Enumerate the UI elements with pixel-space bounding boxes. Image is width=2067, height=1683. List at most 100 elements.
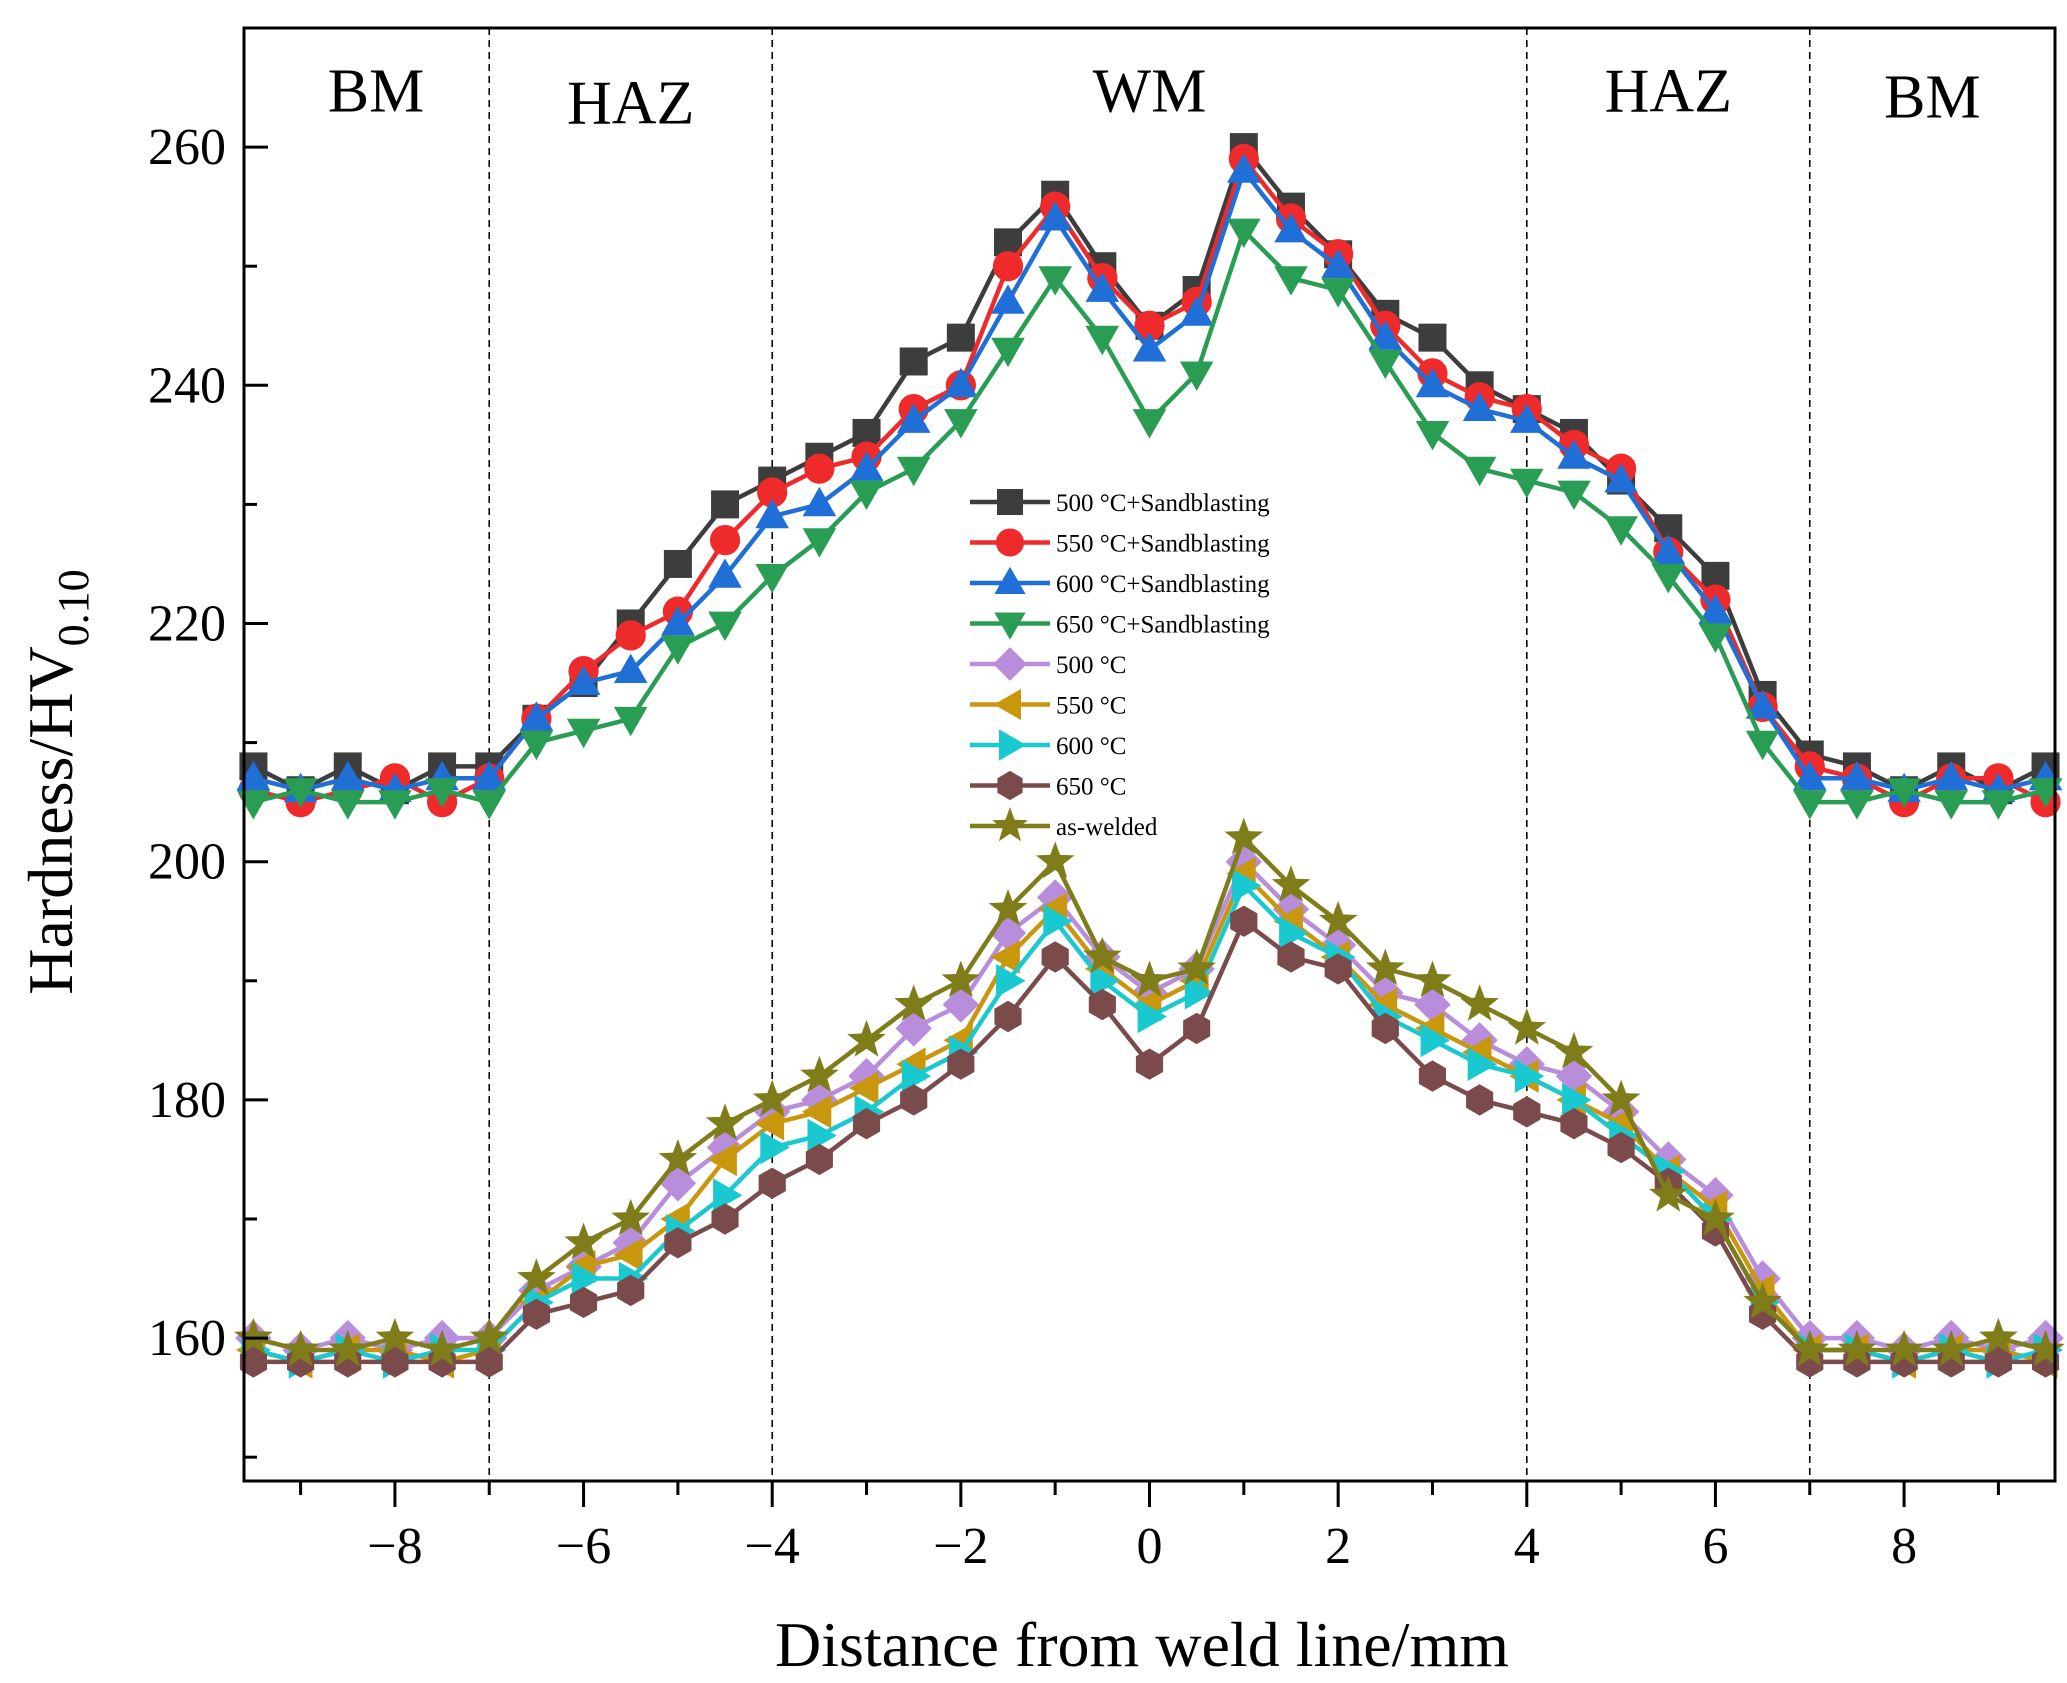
legend-marker [993,688,1021,721]
data-point [522,1298,550,1330]
data-point [1132,409,1167,439]
data-point [472,760,506,791]
data-point [942,986,980,1023]
data-point [1274,213,1308,243]
data-point [1179,361,1214,391]
data-point [1557,480,1591,510]
y-tick-label: 160 [148,1310,226,1367]
data-point [1272,891,1310,928]
data-point [707,1142,737,1177]
data-point [1604,516,1638,546]
data-point [705,1103,745,1141]
data-point [1840,760,1874,791]
data-point [1088,988,1116,1021]
data-point [1840,790,1874,820]
legend-marker [994,566,1026,594]
data-point [1137,999,1167,1034]
data-point [613,653,648,683]
data-point [1225,843,1262,880]
series-triangle-up [236,153,2063,803]
data-point [1601,1079,1641,1117]
data-point [941,960,981,998]
legend-label: as-welded [1056,814,1158,841]
data-point [895,1010,932,1047]
data-point [901,1059,932,1093]
data-point [1514,1059,1545,1093]
data-point [1415,367,1450,398]
series-triangle-down [236,218,2063,820]
data-point [1884,1329,1924,1367]
data-point [1043,904,1073,938]
data-point [1696,1198,1735,1236]
data-point [1651,534,1686,564]
data-point [849,480,884,510]
legend-item: 500 °C+Sandblasting [970,489,1270,517]
data-point [283,778,318,808]
zone-label: HAZ [567,69,694,137]
data-point [1934,790,1968,820]
data-point [1649,1174,1688,1212]
y-tick-label: 240 [148,357,226,414]
data-point [378,790,412,820]
y-axis: 160 180 200 220 240 260 [148,26,268,1459]
data-point [711,490,740,519]
data-point [804,453,835,484]
data-point [989,914,1027,952]
data-point [711,1203,739,1235]
legend-marker [993,647,1027,681]
data-point [566,718,601,749]
legend-item: 600 °C [970,729,1126,761]
data-point [613,1237,643,1272]
legend-item: 550 °C [970,688,1126,721]
legend-marker [997,770,1023,801]
data-point [1460,984,1499,1021]
data-point [1371,1012,1399,1045]
data-point [1177,948,1216,986]
data-point [1555,1057,1593,1095]
data-point [1790,1329,1830,1367]
zone-label: BM [328,57,424,125]
data-point [425,778,459,808]
data-point [281,1329,320,1367]
legend-label: 550 °C+Sandblasting [1056,531,1270,558]
data-point [1368,320,1403,350]
data-point [1274,266,1308,296]
legend-item: as-welded [970,807,1158,842]
data-point [615,620,646,651]
data-point [1183,1012,1211,1045]
data-point [709,525,741,556]
legend-label: 600 °C+Sandblasting [1056,571,1270,598]
data-point [1319,926,1357,964]
zone-label: HAZ [1605,57,1732,125]
data-point [944,367,978,398]
data-point [1415,421,1450,451]
data-point [1230,905,1258,937]
data-point [900,1084,928,1116]
data-point [519,701,554,731]
data-point [1227,218,1261,248]
data-point [1318,900,1358,938]
data-point [661,606,695,636]
data-point [1041,941,1069,973]
data-point [617,1274,645,1307]
data-point [1420,1023,1450,1058]
data-point [1837,1329,1877,1367]
zone-label: WM [1093,57,1207,125]
data-point [1981,790,2016,820]
data-point [570,1286,598,1318]
data-point [331,790,365,820]
data-point [1507,1008,1547,1045]
legend-label: 650 °C [1056,774,1126,801]
data-point [992,251,1024,282]
data-point [1793,760,1827,791]
data-point [234,1317,273,1355]
legend-marker [997,489,1023,515]
series-star [234,817,2065,1367]
zone-labels: BM HAZ WM HAZ BM [328,57,1981,137]
data-point [946,323,975,352]
data-point [1184,975,1215,1010]
data-point [994,1000,1022,1033]
y-tick-label: 220 [148,595,226,652]
data-point [1368,349,1403,379]
